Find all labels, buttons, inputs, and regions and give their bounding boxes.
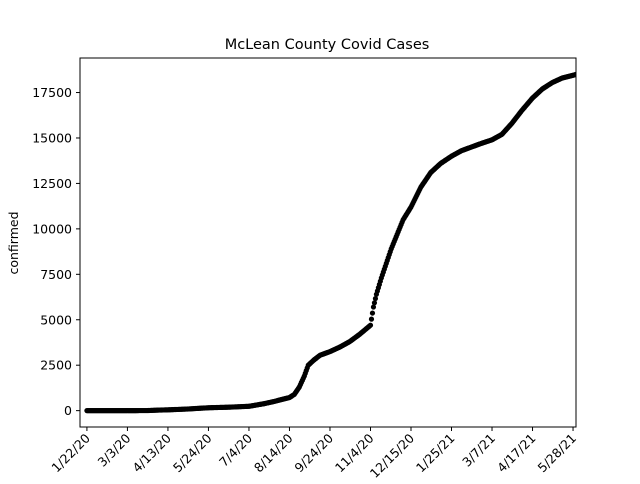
y-tick-label: 10000 [32,221,72,236]
x-tick-label: 4/13/20 [129,430,174,475]
data-point [368,316,375,322]
x-tick-label: 3/7/21 [459,431,498,470]
x-tick-label: 1/25/21 [413,431,458,476]
y-tick-label: 2500 [40,358,72,373]
data-point [370,304,377,310]
plot-frame [79,57,577,428]
x-tick-label: 7/4/20 [216,430,255,469]
x-tick-label: 1/22/20 [48,430,93,475]
data-point [371,300,378,306]
x-axis-ticks: 1/22/20 3/3/204/13/205/24/20 7/4/208/14/20… [48,427,579,481]
x-tick-label: 12/15/20 [367,430,417,480]
y-axis-ticks: 0 2500 5000 7500 10000 12500 15000 17500 [32,85,80,418]
x-tick-label: 4/17/21 [494,431,539,476]
y-tick-label: 12500 [32,176,72,191]
y-axis-label: confirmed [6,211,21,274]
y-tick-label: 0 [64,403,72,418]
y-tick-label: 17500 [32,85,72,100]
data-points [84,71,576,414]
x-tick-label: 9/24/20 [291,430,336,475]
x-tick-label: 5/28/21 [534,431,579,476]
data-point [369,310,376,316]
data-point [367,322,374,328]
y-tick-label: 15000 [32,130,72,145]
data-point [573,71,576,77]
chart-title: McLean County Covid Cases [225,37,430,53]
data-point [372,295,379,302]
y-tick-label: 5000 [40,312,72,327]
x-tick-label: 5/24/20 [170,430,215,475]
y-tick-label: 7500 [40,267,72,282]
x-tick-label: 8/14/20 [251,430,296,475]
x-tick-label: 3/3/20 [94,430,133,469]
